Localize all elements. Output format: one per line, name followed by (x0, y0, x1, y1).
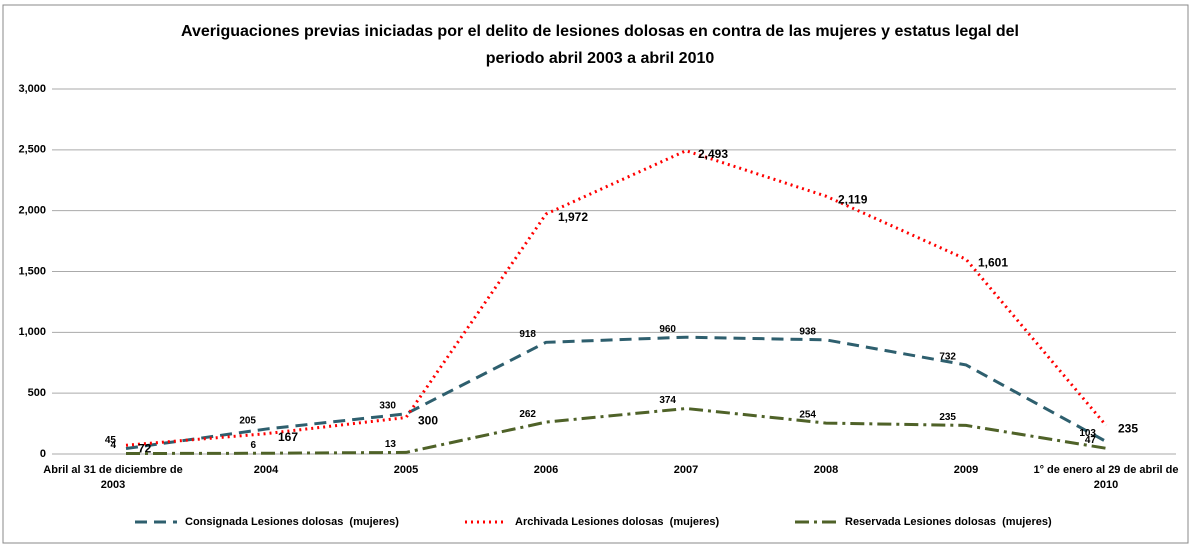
data-label: 918 (519, 329, 536, 340)
x-tick-label: 2004 (253, 464, 279, 476)
data-label: 300 (418, 414, 438, 428)
y-tick-label: 2,000 (18, 205, 46, 217)
legend-label: Archivada Lesiones dolosas (mujeres) (515, 516, 720, 528)
data-label: 2,119 (838, 192, 868, 206)
data-label: 205 (239, 416, 256, 427)
data-label: 235 (939, 412, 956, 423)
data-label: 72 (138, 441, 152, 455)
data-label: 235 (1118, 422, 1138, 436)
data-label: 45 (105, 435, 117, 446)
data-label: 732 (939, 352, 956, 363)
data-label: 330 (379, 400, 396, 411)
data-label: 262 (519, 409, 536, 420)
y-tick-label: 500 (28, 387, 46, 399)
legend-label: Reservada Lesiones dolosas (mujeres) (845, 516, 1052, 528)
y-tick-label: 1,500 (18, 265, 46, 277)
line-series (125, 149, 1108, 447)
x-tick-label: 2006 (533, 464, 559, 476)
x-tick-label: 2009 (953, 464, 979, 476)
data-label: 374 (659, 395, 676, 406)
data-label: 1,972 (558, 210, 588, 224)
y-tick-label: 3,000 (18, 83, 46, 95)
data-label: 167 (278, 430, 298, 444)
y-tick-label: 2,500 (18, 144, 46, 156)
x-tick-label: 2005 (393, 464, 419, 476)
data-label: 47 (1085, 435, 1097, 446)
data-label: 254 (799, 410, 816, 421)
data-label: 13 (385, 439, 397, 450)
data-label: 103 (1079, 428, 1096, 439)
data-label: 938 (799, 327, 816, 338)
y-tick-label: 1,000 (18, 326, 46, 338)
x-tick-label: 2007 (673, 464, 699, 476)
chart-border (2, 4, 1189, 544)
data-label: 6 (250, 440, 256, 451)
data-label: 4 (110, 440, 116, 451)
line-series (125, 335, 1107, 451)
line-series (125, 406, 1107, 456)
legend-label: Consignada Lesiones dolosas (mujeres) (185, 516, 399, 528)
x-tick-label: 1° de enero al 29 de abril de 2010 (1033, 464, 1179, 491)
data-label: 960 (659, 324, 676, 335)
x-tick-label: Abril al 31 de diciembre de 2003 (43, 464, 183, 491)
x-tick-label: 2008 (813, 464, 839, 476)
chart-title: Averiguaciones previas iniciadas por el … (181, 23, 1019, 67)
data-label: 1,601 (978, 255, 1008, 269)
data-label: 2,493 (698, 147, 728, 161)
y-tick-label: 0 (40, 448, 46, 460)
